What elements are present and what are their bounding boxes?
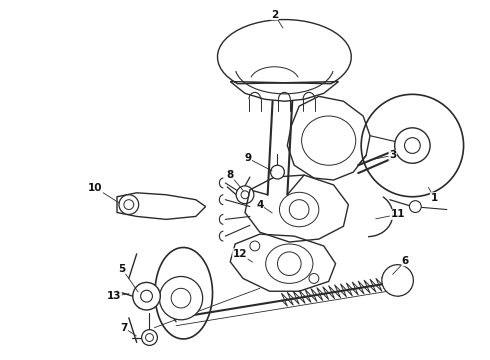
- Text: 3: 3: [389, 150, 396, 161]
- Circle shape: [411, 140, 420, 149]
- Circle shape: [236, 186, 254, 204]
- Text: 7: 7: [120, 323, 127, 333]
- Text: 4: 4: [256, 199, 264, 210]
- Text: 10: 10: [88, 183, 102, 193]
- Text: 1: 1: [430, 193, 438, 203]
- Circle shape: [309, 274, 319, 283]
- Circle shape: [277, 252, 301, 275]
- Circle shape: [250, 241, 260, 251]
- Circle shape: [410, 201, 421, 212]
- Circle shape: [382, 265, 414, 296]
- Text: 8: 8: [226, 170, 234, 180]
- Circle shape: [270, 165, 284, 179]
- Circle shape: [141, 290, 152, 302]
- Circle shape: [119, 195, 139, 215]
- Circle shape: [394, 128, 430, 163]
- Text: 12: 12: [233, 249, 247, 259]
- Circle shape: [133, 282, 160, 310]
- Circle shape: [289, 200, 309, 219]
- Text: 6: 6: [402, 256, 409, 266]
- Circle shape: [241, 191, 249, 199]
- Text: 9: 9: [245, 153, 251, 163]
- Text: 2: 2: [271, 10, 278, 19]
- Text: 5: 5: [118, 264, 125, 274]
- Circle shape: [142, 330, 157, 345]
- Text: 11: 11: [391, 210, 405, 220]
- Circle shape: [159, 276, 203, 320]
- Text: 13: 13: [107, 291, 122, 301]
- Circle shape: [146, 334, 153, 342]
